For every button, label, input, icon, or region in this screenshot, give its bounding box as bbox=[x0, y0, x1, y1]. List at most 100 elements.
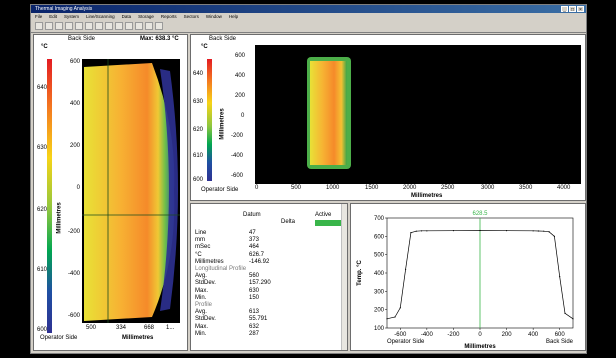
stat-label: Min. bbox=[195, 294, 207, 301]
cursor-value: 628.5 bbox=[472, 211, 488, 217]
toolbar-button[interactable] bbox=[75, 22, 83, 30]
x-tick: 668 bbox=[144, 325, 155, 331]
profile-point bbox=[559, 276, 561, 278]
title-bar: Thermal Imaging Analysis _ □ × bbox=[31, 5, 586, 13]
max-temperature-label: Max: 638.3 °C bbox=[140, 36, 179, 42]
stat-label: Max. bbox=[195, 287, 209, 294]
stat-value: 632 bbox=[249, 323, 260, 330]
menu-sectors[interactable]: Sectors bbox=[183, 14, 199, 19]
profile-point bbox=[505, 230, 508, 232]
toolbar-button[interactable] bbox=[155, 22, 163, 30]
active-indicator[interactable] bbox=[315, 220, 345, 226]
menu-file[interactable]: File bbox=[35, 14, 43, 19]
window-title: Thermal Imaging Analysis bbox=[35, 6, 93, 12]
profile-point bbox=[399, 307, 401, 309]
stat-label: mm bbox=[195, 237, 205, 244]
statistics-panel: Datum Active Delta Line 47 mm 373 mSec 464 °C 6… bbox=[190, 203, 348, 351]
toolbar-button[interactable] bbox=[145, 22, 153, 30]
x-tick: 2000 bbox=[403, 185, 417, 191]
y-tick: -600 bbox=[67, 313, 80, 319]
menu-line-scanning[interactable]: Line/Scanning bbox=[86, 14, 115, 19]
maximize-button[interactable]: □ bbox=[569, 6, 576, 13]
scale-tick: 620 bbox=[193, 127, 204, 133]
vertical-scrollbar[interactable] bbox=[341, 204, 347, 350]
thermal-image[interactable] bbox=[255, 45, 581, 184]
toolbar-button[interactable] bbox=[35, 22, 43, 30]
y-tick: 400 bbox=[69, 101, 80, 107]
profile-point bbox=[479, 229, 481, 232]
profile-point bbox=[452, 230, 455, 232]
toolbar-button[interactable] bbox=[135, 22, 143, 30]
profile-point bbox=[564, 312, 566, 314]
x-tick: 1... bbox=[166, 325, 175, 331]
x-tick-label: -200 bbox=[447, 332, 460, 338]
y-tick: -400 bbox=[67, 271, 80, 277]
toolbar-button[interactable] bbox=[125, 22, 133, 30]
x-tick-label: 400 bbox=[528, 332, 539, 338]
profile-chart[interactable]: 700 600 500 400 300 200 100 -600 -400 -200 0 200 400… bbox=[351, 204, 585, 350]
y-tick-label: 700 bbox=[374, 216, 385, 222]
stat-label: StdDev. bbox=[195, 280, 216, 287]
y-tick: 0 bbox=[241, 113, 245, 119]
menu-window[interactable]: Window bbox=[205, 14, 222, 19]
y-tick: 400 bbox=[235, 73, 246, 79]
stat-value: 373 bbox=[249, 237, 260, 244]
x-tick-label: 0 bbox=[478, 332, 482, 338]
x-tick: 1000 bbox=[326, 185, 340, 191]
operator-side-label: Operator Side bbox=[40, 335, 78, 341]
x-tick: 3500 bbox=[519, 185, 533, 191]
y-axis-label: Millimetres bbox=[219, 108, 226, 140]
stat-label: Avg. bbox=[195, 309, 207, 316]
active-label: Active bbox=[315, 212, 332, 218]
thermal-image-graphic bbox=[307, 57, 351, 169]
toolbar-button[interactable] bbox=[55, 22, 63, 30]
toolbar-button[interactable] bbox=[65, 22, 73, 30]
stat-label: mSec bbox=[195, 244, 211, 251]
toolbar-button[interactable] bbox=[85, 22, 93, 30]
x-tick: 1500 bbox=[365, 185, 379, 191]
scale-tick: 640 bbox=[193, 71, 204, 77]
close-button[interactable]: × bbox=[577, 6, 584, 13]
y-tick: -600 bbox=[231, 173, 244, 179]
profile-point bbox=[426, 230, 428, 232]
profile-point bbox=[532, 230, 534, 232]
y-tick-label: 400 bbox=[374, 271, 385, 277]
profile-point bbox=[405, 268, 407, 270]
back-side-label: Back Side bbox=[546, 339, 574, 345]
y-tick: -200 bbox=[67, 229, 80, 235]
menu-help[interactable]: Help bbox=[228, 14, 239, 19]
menu-edit[interactable]: Edit bbox=[49, 14, 58, 19]
y-axis-label: Temp. °C bbox=[357, 260, 363, 286]
toolbar-button[interactable] bbox=[45, 22, 53, 30]
x-tick-label: -600 bbox=[394, 332, 407, 338]
profile-point bbox=[537, 230, 540, 232]
stat-value: 626.7 bbox=[249, 251, 265, 258]
profile-point bbox=[548, 231, 550, 233]
toolbar-button[interactable] bbox=[95, 22, 103, 30]
menu-data[interactable]: Data bbox=[121, 14, 132, 19]
toolbar-button[interactable] bbox=[105, 22, 113, 30]
stat-label: Longitudinal Profile bbox=[195, 266, 247, 272]
datum-header: Datum bbox=[243, 212, 261, 218]
toolbar bbox=[31, 20, 586, 33]
thermal-image-panel-right: Back Side °C 640 630 620 610 600 Millime… bbox=[190, 34, 586, 201]
profile-point bbox=[543, 230, 545, 232]
color-scale-bar bbox=[207, 59, 212, 181]
thermal-image-panel-left: Back Side Max: 638.3 °C °C 640 630 620 6… bbox=[33, 34, 188, 351]
menu-bar: File Edit System Line/Scanning Data Stor… bbox=[31, 13, 586, 20]
thermal-image[interactable] bbox=[82, 59, 180, 323]
menu-reports[interactable]: Reports bbox=[160, 14, 177, 19]
operator-side-label: Operator Side bbox=[201, 187, 239, 193]
x-tick: 3000 bbox=[481, 185, 495, 191]
y-tick: 600 bbox=[69, 59, 80, 65]
x-axis-label: Millimetres bbox=[122, 335, 154, 341]
menu-storage[interactable]: Storage bbox=[138, 14, 154, 19]
stat-label: Millimetres bbox=[195, 258, 224, 265]
scale-tick: 600 bbox=[193, 177, 204, 183]
stat-label: Max. bbox=[195, 323, 209, 330]
toolbar-button[interactable] bbox=[115, 22, 123, 30]
stat-value: 630 bbox=[249, 287, 260, 294]
scale-tick: 600 bbox=[36, 327, 47, 333]
minimize-button[interactable]: _ bbox=[561, 6, 568, 13]
menu-system[interactable]: System bbox=[64, 14, 80, 19]
